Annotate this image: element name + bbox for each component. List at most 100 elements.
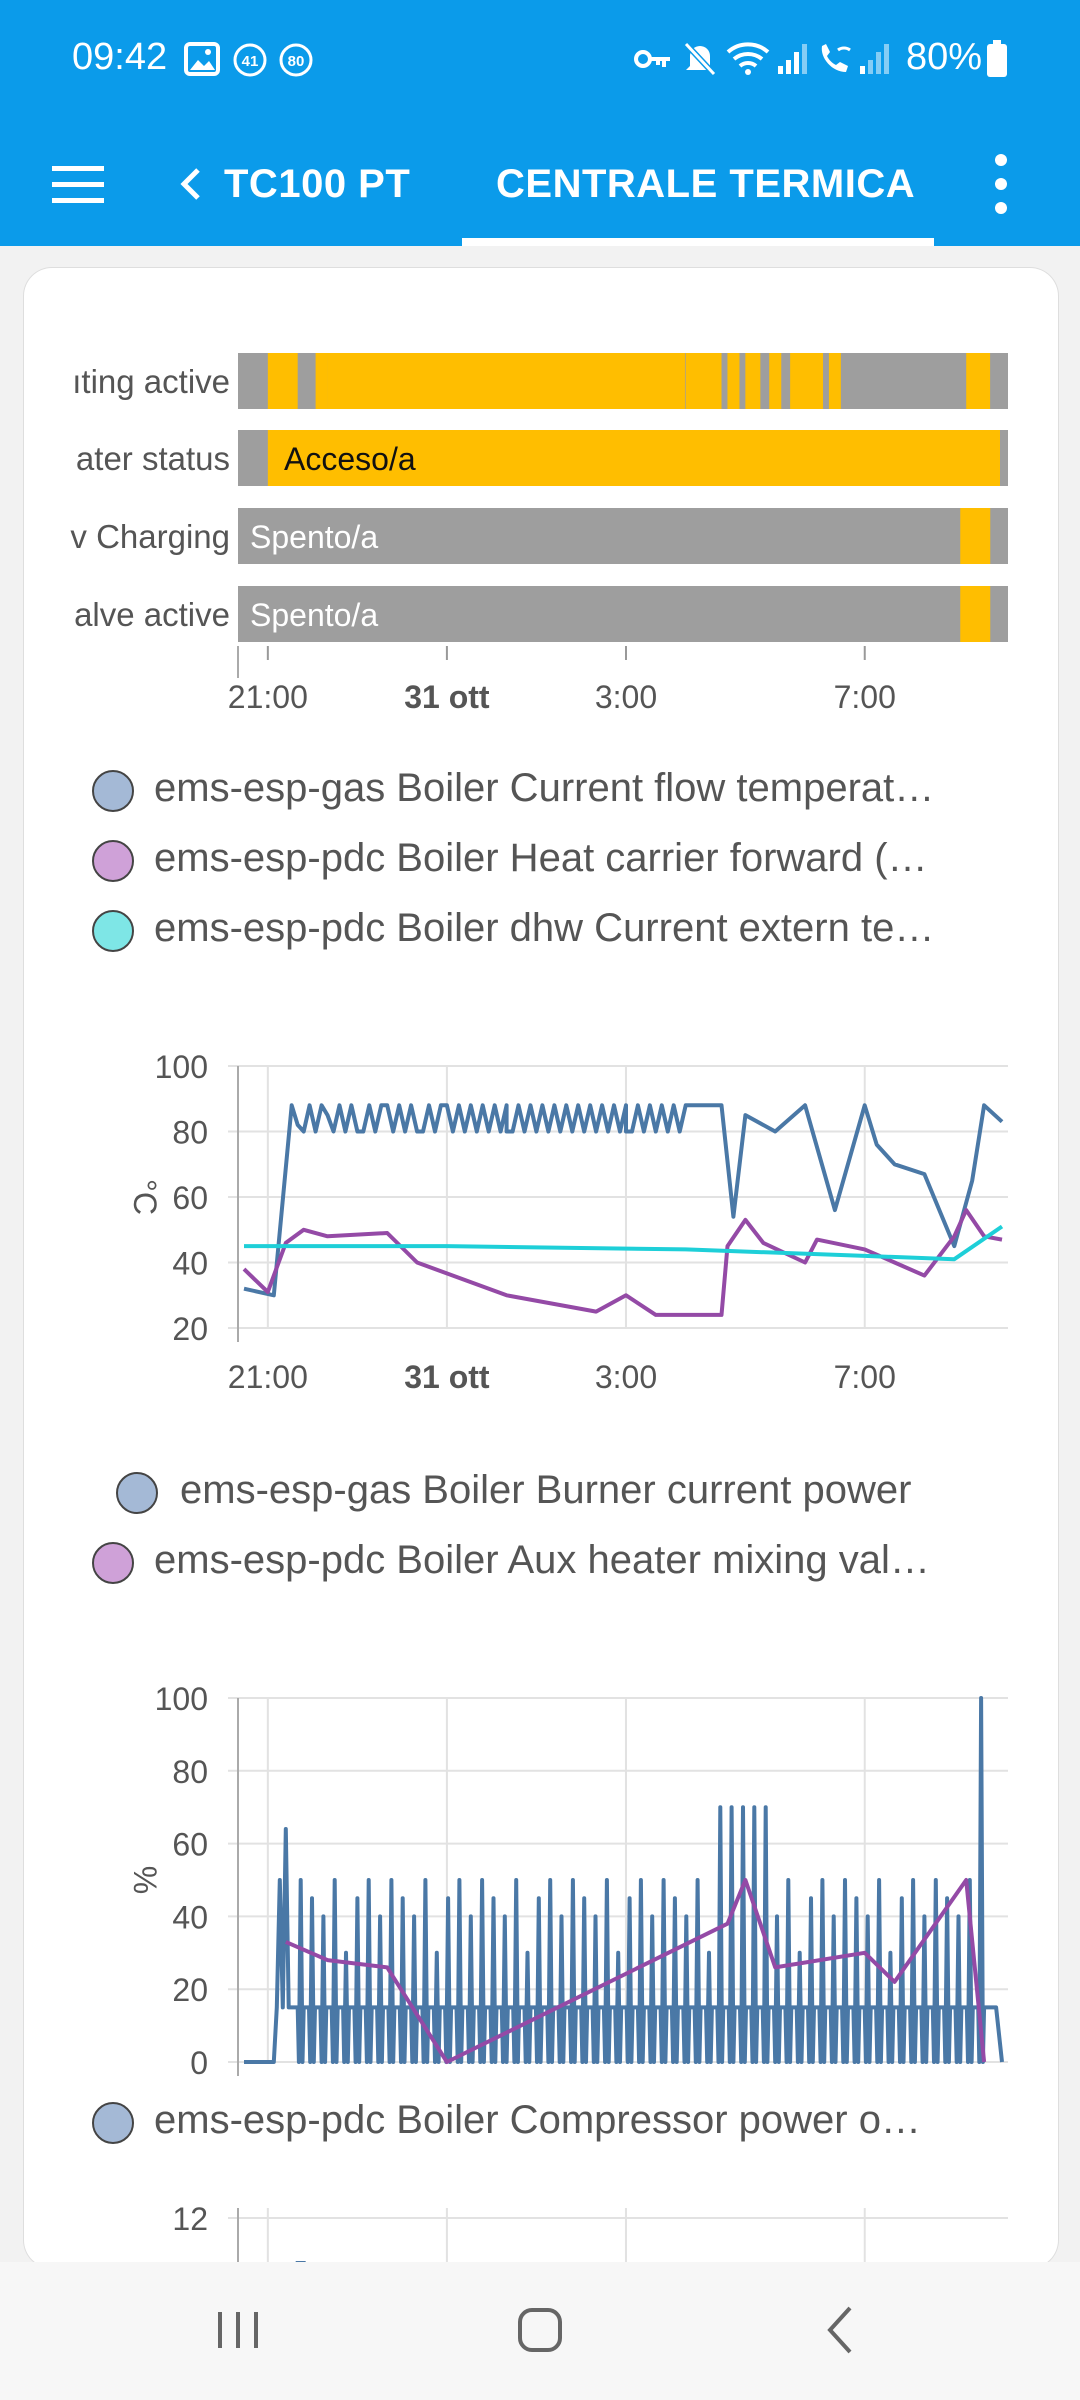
chart1-legend: ems-esp-gas Boiler Current flow temperat… (24, 766, 1058, 952)
x-tick-label: 7:00 (834, 1359, 896, 1395)
chevron-left-icon (180, 168, 200, 200)
temperature-chart: 100 80 60 40 20 21:00 31 ott 3:00 7:00 °C (127, 1049, 1008, 1395)
y-axis-label: % (127, 1866, 163, 1894)
legend-item[interactable]: ems-esp-pdc Boiler Heat carrier forward … (24, 836, 1058, 886)
legend-item[interactable]: ems-esp-pdc Boiler Compressor power o… (24, 2098, 1058, 2148)
legend-dot (92, 2102, 134, 2144)
timeline-on-segment (482, 353, 499, 409)
legend-label: ems-esp-gas Boiler Burner current power (180, 1468, 912, 1512)
timeline-bar (238, 508, 1008, 564)
timeline-state-label: Spento/a (250, 519, 378, 555)
timeline-on-segment (374, 353, 391, 409)
timeline-on-segment (436, 353, 453, 409)
legend-dot (92, 840, 134, 882)
legend-item[interactable]: ems-esp-gas Boiler Current flow temperat… (24, 766, 1058, 816)
timeline-row-label: v Charging (70, 518, 230, 555)
tab-label: TC100 PT (224, 161, 411, 206)
timeline-on-segment (267, 430, 1000, 486)
timeline-on-segment (769, 353, 782, 409)
timeline-on-segment (389, 353, 406, 409)
y-tick-label: 12 (172, 2201, 208, 2237)
legend-label: ems-esp-gas Boiler Current flow temperat… (154, 766, 935, 810)
svg-text:41: 41 (242, 53, 259, 70)
x-tick-label: 7:00 (834, 679, 896, 715)
timeline-on-segment (315, 353, 328, 409)
y-tick-label: 60 (172, 1180, 208, 1216)
timeline-on-segment (358, 353, 375, 409)
legend-label: ems-esp-pdc Boiler Compressor power o… (154, 2098, 921, 2142)
more-vert-icon[interactable] (986, 146, 1016, 222)
timeline-on-segment (498, 353, 515, 409)
notification-badge-icon: 41 (233, 43, 267, 77)
back-icon[interactable] (812, 2300, 872, 2360)
y-tick-label: 100 (155, 1681, 208, 1717)
compressor-chart: 1210 (172, 2201, 1008, 2268)
x-tick-label: 31 ott (404, 679, 490, 715)
battery-percent: 80% (906, 36, 983, 78)
y-axis-label: °C (127, 1179, 163, 1215)
app-bar: TC100 PT CENTRALE TERMICA (0, 122, 1080, 246)
timeline-on-segment (343, 353, 360, 409)
image-icon (184, 42, 220, 76)
y-tick-label: 80 (172, 1115, 208, 1151)
timeline-on-segment (811, 353, 824, 409)
series-line (243, 1103, 1004, 1298)
legend-item[interactable]: ems-esp-pdc Boiler Aux heater mixing val… (24, 1538, 1058, 1588)
timeline-on-segment (828, 353, 841, 409)
timeline-on-segment (420, 353, 437, 409)
recents-icon[interactable] (208, 2300, 268, 2360)
timeline-on-segment (560, 353, 577, 409)
timeline-state-label: Spento/a (250, 597, 378, 633)
timeline-on-segment (513, 353, 530, 409)
timeline-chart: ıting active ater status Acceso/a v Chargin… (70, 353, 1008, 715)
timeline-bar (238, 586, 1008, 642)
tab-label: CENTRALE TERMICA (496, 161, 916, 206)
wifi-calling-icon (821, 44, 851, 72)
timeline-on-segment (405, 353, 422, 409)
timeline-on-segment (622, 353, 639, 409)
timeline-on-segment (685, 353, 722, 409)
legend-dot (92, 770, 134, 812)
hamburger-icon[interactable] (48, 162, 108, 206)
y-tick-label: 40 (172, 1246, 208, 1282)
y-tick-label: 100 (155, 1049, 208, 1085)
chart3-legend: ems-esp-pdc Boiler Compressor power o… (24, 2098, 1058, 2148)
chart2-legend: ems-esp-gas Boiler Burner current power … (24, 1468, 1058, 1588)
signal-icon (778, 44, 807, 74)
timeline-on-segment (966, 353, 991, 409)
home-icon[interactable] (510, 2300, 570, 2360)
tab-centrale-termica[interactable]: CENTRALE TERMICA (496, 122, 915, 246)
x-tick-label: 21:00 (228, 679, 308, 715)
timeline-on-segment (606, 353, 623, 409)
y-tick-label: 80 (172, 1754, 208, 1790)
y-tick-label: 0 (190, 2045, 208, 2078)
legend-item[interactable]: ems-esp-gas Boiler Burner current power (24, 1468, 1058, 1518)
tab-tc100-pt[interactable]: TC100 PT (176, 122, 410, 246)
timeline-on-segment (960, 508, 991, 564)
x-tick-label: 3:00 (595, 679, 657, 715)
history-card: ıting active ater status Acceso/a v Chargin… (24, 268, 1058, 2268)
timeline-on-segment (790, 353, 803, 409)
vpn-key-icon (634, 50, 670, 68)
legend-label: ems-esp-pdc Boiler dhw Current extern te… (154, 906, 935, 950)
signal-2-icon (860, 44, 889, 74)
legend-item[interactable]: ems-esp-pdc Boiler dhw Current extern te… (24, 906, 1058, 956)
y-tick-label: 20 (172, 1972, 208, 2008)
timeline-on-segment (637, 353, 654, 409)
y-tick-label: 40 (172, 1899, 208, 1935)
timeline-on-segment (575, 353, 592, 409)
timeline-on-segment (451, 353, 468, 409)
legend-label: ems-esp-pdc Boiler Heat carrier forward … (154, 836, 928, 880)
legend-dot (92, 1542, 134, 1584)
timeline-on-segment (544, 353, 561, 409)
timeline-on-segment (591, 353, 608, 409)
active-tab-indicator (462, 238, 934, 246)
timeline-state-label: Acceso/a (284, 441, 416, 477)
series-line (244, 1696, 1004, 2064)
timeline-row-label: ater status (76, 440, 230, 477)
timeline-on-segment (267, 353, 298, 409)
series-line (242, 1208, 1003, 1317)
timeline-on-segment (727, 353, 740, 409)
timeline-row-label: ıting active (72, 363, 230, 400)
